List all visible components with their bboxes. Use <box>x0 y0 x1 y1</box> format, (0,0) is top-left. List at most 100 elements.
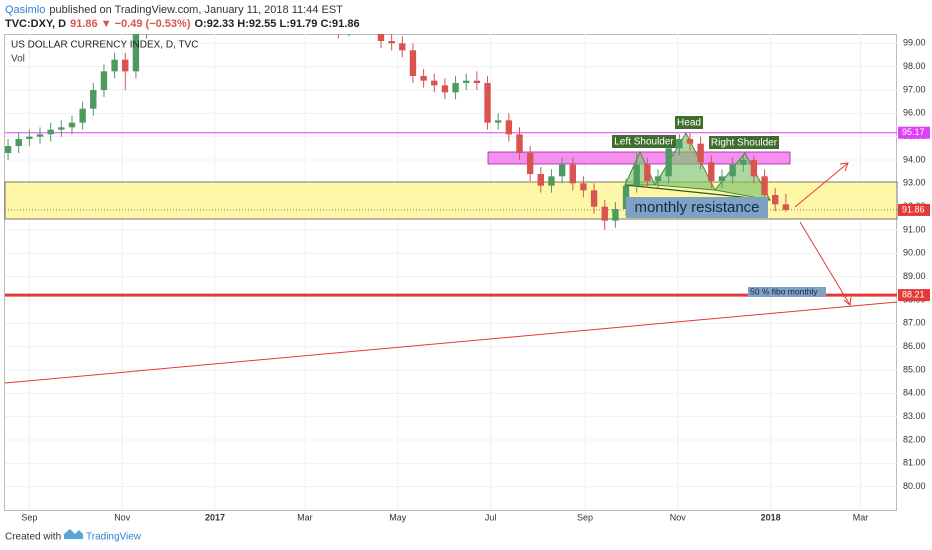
y-tick-label: 97.00 <box>903 84 926 94</box>
candle-body <box>558 164 566 177</box>
price-label-box <box>898 203 930 216</box>
candle-body <box>569 164 576 184</box>
candle-body <box>665 148 672 177</box>
candle-body <box>5 146 12 153</box>
candle-body <box>708 162 715 181</box>
candle-body <box>26 136 33 139</box>
candle-body <box>537 174 545 186</box>
candle-body <box>100 71 108 90</box>
y-tick-label: 93.00 <box>903 178 926 188</box>
fibo-label: 50 % fibo monthly <box>750 286 818 296</box>
symbol-line: TVC:DXY, D 91.86 ▼ −0.49 (−0.53%) O:92.33 … <box>5 18 360 30</box>
price-label: 88.21 <box>902 289 925 299</box>
annotations: Left Shoulder Head Right Shoulder monthl… <box>11 40 852 306</box>
x-tick-label: Sep <box>21 512 37 522</box>
candle-body <box>697 143 704 163</box>
candle-body <box>58 127 65 130</box>
candle-body <box>420 76 427 81</box>
candle-body <box>356 6 362 11</box>
trendline <box>4 301 898 384</box>
y-tick-label: 98.00 <box>903 61 926 71</box>
candle-body <box>15 139 22 146</box>
volume-label: Vol <box>11 54 25 65</box>
price-label-box <box>898 289 930 302</box>
arrow <box>794 162 849 208</box>
author[interactable]: Qasimlo <box>5 4 45 16</box>
y-tick-label: 89.00 <box>903 271 926 281</box>
published: published on TradingView.com, January 11… <box>49 4 343 16</box>
candle-body <box>399 43 406 51</box>
x-tick-label: 2018 <box>761 512 781 522</box>
price-label: 91.86 <box>902 204 925 214</box>
header-line: Qasimlo published on TradingView.com, Jan… <box>5 4 343 16</box>
candle-body <box>686 139 694 144</box>
change: 91.86 ▼ −0.49 (−0.53%) <box>70 18 191 30</box>
candle-body <box>473 80 481 83</box>
candle-body <box>367 6 373 25</box>
zones <box>4 131 898 384</box>
plot-frame <box>4 34 897 511</box>
label-box <box>748 287 826 297</box>
symbol: TVC:DXY, D <box>5 18 66 30</box>
candle-body <box>772 195 779 205</box>
y-tick-label: 80.00 <box>903 481 926 491</box>
y-tick-label: 83.00 <box>903 411 926 421</box>
candle-body <box>452 83 459 93</box>
x-tick-label: Mar <box>297 512 313 522</box>
ohlc: O:92.33 H:92.55 L:91.79 C:91.86 <box>194 18 359 30</box>
label-box <box>612 135 676 148</box>
y-tick-label: 81.00 <box>903 458 926 468</box>
footer-brand[interactable]: TradingView <box>86 532 142 543</box>
candle-body <box>580 183 587 191</box>
chart-title: US DOLLAR CURRENCY INDEX, D, TVC <box>11 40 198 51</box>
y-tick-label: 84.00 <box>903 388 926 398</box>
label-box <box>626 197 768 218</box>
candle-body <box>90 90 97 109</box>
candle-body <box>388 41 395 44</box>
candle-body <box>782 204 790 210</box>
x-tick-label: Jul <box>485 512 497 522</box>
x-tick-label: 2017 <box>205 512 225 522</box>
price-label-box <box>898 126 930 139</box>
x-tick-label: Nov <box>114 512 131 522</box>
x-tick-label: Mar <box>853 512 869 522</box>
candle-body <box>590 190 598 207</box>
candle-body <box>441 85 449 93</box>
y-tick-label: 82.00 <box>903 434 926 444</box>
candle-body <box>761 176 768 195</box>
candle-body <box>79 108 86 123</box>
arrow-head <box>839 162 849 172</box>
logo-icon <box>64 529 83 539</box>
resistance-label: monthly resistance <box>634 199 759 216</box>
y-tick-label: 90.00 <box>903 248 926 258</box>
candle-body <box>239 0 245 1</box>
candle-body <box>132 34 140 72</box>
axes: 80.00 81.00 82.00 83.00 84.00 85.00 86.00 87.00… <box>21 38 930 522</box>
candle-body <box>633 164 640 186</box>
candle-body <box>750 160 758 177</box>
candle-body <box>463 80 470 83</box>
candle-body <box>612 209 619 221</box>
candle-body <box>729 164 736 177</box>
candle-body <box>122 59 129 72</box>
candle-body <box>718 176 726 181</box>
head-label: Head <box>677 118 701 129</box>
y-tick-label: 99.00 <box>903 38 926 48</box>
label-box <box>675 116 703 129</box>
grid <box>5 34 897 510</box>
candle-body <box>516 134 523 153</box>
y-tick-label: 91.00 <box>903 224 926 234</box>
y-tick-label: 86.00 <box>903 341 926 351</box>
candle-body <box>47 129 54 135</box>
candle-body <box>505 120 513 135</box>
candle-body <box>68 122 76 128</box>
candle-body <box>409 50 417 76</box>
footer-created: Created with <box>5 532 61 543</box>
x-tick-label: Sep <box>577 512 593 522</box>
candle-body <box>36 134 44 137</box>
candle-body <box>644 164 651 181</box>
candle-body <box>111 59 118 72</box>
right-shoulder-label: Right Shoulder <box>711 138 778 149</box>
price-label: 95.17 <box>902 127 925 137</box>
